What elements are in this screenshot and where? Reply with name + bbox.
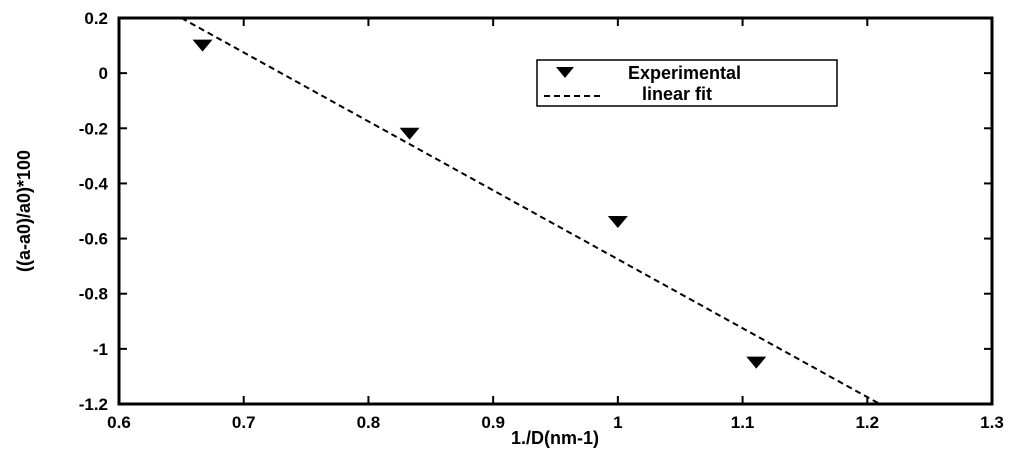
experimental-point (746, 356, 767, 369)
y-tick-label: -0.4 (79, 174, 109, 193)
experimental-point (192, 39, 213, 52)
legend-triangle-marker (556, 67, 574, 78)
x-tick-label: 1.1 (731, 413, 755, 432)
y-axis-title: ((a-a0)/a0)*100 (14, 150, 34, 272)
legend: Experimental linear fit (536, 59, 838, 107)
experimental-point (607, 216, 628, 229)
legend-label-experimental: Experimental (628, 63, 741, 83)
y-tick-label: -0.2 (79, 119, 108, 138)
x-tick-label: 1 (613, 413, 622, 432)
x-tick-label: 0.6 (107, 413, 131, 432)
y-tick-label: -1.2 (79, 395, 108, 414)
x-tick-label: 1.3 (980, 413, 1004, 432)
y-tick-label: 0 (99, 64, 108, 83)
y-axis-ticks: 0.2 0 -0.2 -0.4 -0.6 -0.8 -1 -1.2 (79, 9, 992, 414)
x-tick-label: 0.7 (232, 413, 256, 432)
x-tick-label: 0.9 (481, 413, 505, 432)
y-tick-label: -0.8 (79, 285, 108, 304)
x-axis-title: 1./D(nm-1) (511, 428, 599, 448)
legend-box (536, 59, 838, 107)
y-tick-label: -1 (93, 340, 108, 359)
x-tick-label: 0.8 (357, 413, 381, 432)
series-layer (180, 17, 881, 405)
plot-frame (117, 16, 994, 406)
linear-fit-line (180, 17, 881, 405)
legend-label-linear-fit: linear fit (642, 84, 712, 104)
y-tick-label: -0.6 (79, 230, 108, 249)
y-tick-label: 0.2 (84, 9, 108, 28)
x-tick-label: 1.2 (855, 413, 879, 432)
experimental-point (399, 127, 420, 140)
